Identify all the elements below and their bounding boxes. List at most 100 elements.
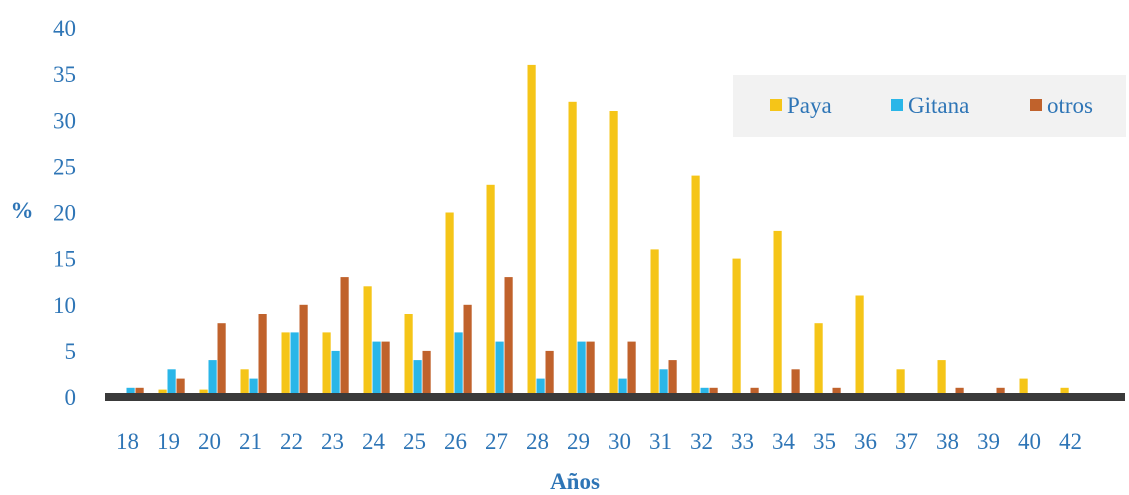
x-tick-label: 40 <box>1018 429 1041 454</box>
bar-paya-33 <box>732 258 741 397</box>
x-tick-label: 18 <box>116 429 139 454</box>
y-tick-label: 40 <box>53 16 76 41</box>
bar-paya-30 <box>609 111 618 397</box>
bar-paya-32 <box>691 175 700 397</box>
bar-paya-35 <box>814 323 823 397</box>
bar-otros-18 <box>135 387 144 397</box>
bar-gitana-19 <box>167 369 176 397</box>
bar-gitana-25 <box>413 360 422 397</box>
bar-otros-24 <box>381 341 390 397</box>
y-tick-label: 30 <box>53 108 76 133</box>
legend-swatch-paya <box>770 99 782 111</box>
x-tick-label: 27 <box>485 429 508 454</box>
bar-otros-39 <box>996 387 1005 397</box>
bar-otros-34 <box>791 369 800 397</box>
bar-otros-20 <box>217 323 226 397</box>
bar-paya-22 <box>281 332 290 397</box>
bar-otros-30 <box>627 341 636 397</box>
legend-label-gitana: Gitana <box>908 93 969 118</box>
bar-gitana-31 <box>659 369 668 397</box>
bar-paya-29 <box>568 101 577 398</box>
bar-paya-28 <box>527 64 536 398</box>
bar-paya-38 <box>937 360 946 397</box>
x-tick-label: 34 <box>772 429 796 454</box>
bar-paya-23 <box>322 332 331 397</box>
x-tick-label: 20 <box>198 429 221 454</box>
bar-gitana-20 <box>208 360 217 397</box>
bar-otros-32 <box>709 387 718 397</box>
x-tick-label: 37 <box>895 429 918 454</box>
legend-swatch-gitana <box>891 99 903 111</box>
legend-background <box>733 75 1126 137</box>
bar-gitana-24 <box>372 341 381 397</box>
x-tick-label: 26 <box>444 429 467 454</box>
bar-gitana-27 <box>495 341 504 397</box>
y-tick-label: 5 <box>65 339 77 364</box>
bar-otros-21 <box>258 314 267 397</box>
bar-gitana-18 <box>126 387 135 397</box>
bars <box>126 64 1069 398</box>
x-tick-label: 31 <box>649 429 672 454</box>
x-tick-label: 22 <box>280 429 303 454</box>
bar-otros-26 <box>463 304 472 398</box>
x-axis-ticks: 18 19 20 21 22 23 24 25 26 27 28 29 30 31 32 33 34 35 36 37… <box>116 429 1082 454</box>
bar-gitana-29 <box>577 341 586 397</box>
bar-gitana-30 <box>618 378 627 397</box>
bar-gitana-22 <box>290 332 299 397</box>
x-tick-label: 21 <box>239 429 262 454</box>
y-tick-label: 25 <box>53 154 76 179</box>
y-tick-label: 10 <box>53 293 76 318</box>
bar-paya-27 <box>486 184 495 397</box>
x-tick-label: 33 <box>731 429 754 454</box>
legend-label-otros: otros <box>1047 93 1093 118</box>
bar-gitana-28 <box>536 378 545 397</box>
y-tick-label: 20 <box>53 201 76 226</box>
bar-otros-35 <box>832 387 841 397</box>
bar-otros-33 <box>750 387 759 397</box>
bar-otros-19 <box>176 378 185 397</box>
bar-paya-31 <box>650 249 659 397</box>
x-tick-label: 19 <box>157 429 180 454</box>
x-tick-label: 39 <box>977 429 1000 454</box>
bar-gitana-32 <box>700 387 709 397</box>
y-tick-label: 35 <box>53 62 76 87</box>
x-tick-label: 28 <box>526 429 549 454</box>
x-tick-label: 25 <box>403 429 426 454</box>
bar-gitana-21 <box>249 378 258 397</box>
x-tick-label: 23 <box>321 429 344 454</box>
bar-otros-25 <box>422 350 431 397</box>
x-tick-label: 36 <box>854 429 877 454</box>
x-tick-label: 42 <box>1059 429 1082 454</box>
x-tick-label: 32 <box>690 429 713 454</box>
legend: Paya Gitana otros <box>733 75 1126 137</box>
bar-paya-40 <box>1019 378 1028 397</box>
bar-paya-26 <box>445 212 454 397</box>
bar-paya-24 <box>363 286 372 397</box>
legend-swatch-otros <box>1030 99 1042 111</box>
bar-paya-34 <box>773 230 782 397</box>
x-tick-label: 35 <box>813 429 836 454</box>
y-tick-label: 0 <box>65 385 77 410</box>
legend-label-paya: Paya <box>787 93 832 118</box>
y-tick-label: 15 <box>53 247 76 272</box>
y-axis-title: % <box>11 198 34 223</box>
bar-otros-38 <box>955 387 964 397</box>
bar-otros-27 <box>504 277 513 397</box>
bar-otros-28 <box>545 350 554 397</box>
bar-otros-29 <box>586 341 595 397</box>
y-axis-ticks: 0 5 10 15 20 25 30 35 40 <box>53 16 76 410</box>
bar-otros-22 <box>299 304 308 398</box>
bar-otros-23 <box>340 277 349 397</box>
bar-gitana-23 <box>331 350 340 397</box>
bar-paya-25 <box>404 314 413 397</box>
x-axis-title: Años <box>550 469 600 494</box>
bar-gitana-26 <box>454 332 463 397</box>
bar-paya-42 <box>1060 387 1069 397</box>
x-tick-label: 38 <box>936 429 959 454</box>
x-axis-baseline <box>105 393 1125 401</box>
bar-paya-36 <box>855 295 864 397</box>
x-tick-label: 29 <box>567 429 590 454</box>
bar-otros-31 <box>668 360 677 397</box>
x-tick-label: 24 <box>362 429 386 454</box>
